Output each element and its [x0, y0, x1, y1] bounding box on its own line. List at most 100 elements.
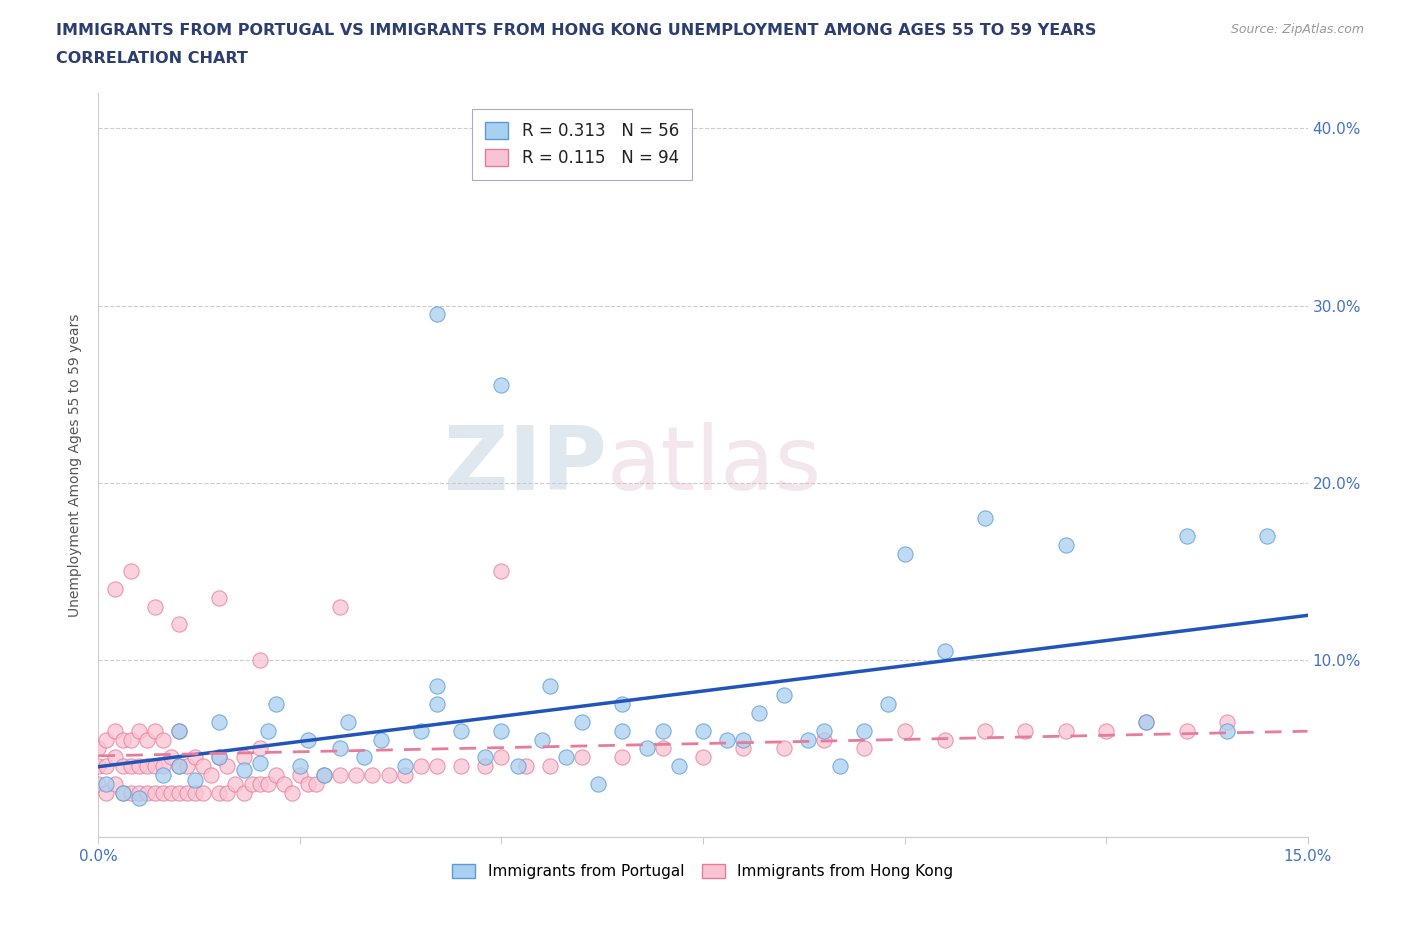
- Point: [491, 750, 513, 764]
- Point: [193, 759, 215, 774]
- Point: [103, 750, 125, 764]
- Point: [193, 785, 215, 800]
- Point: [612, 697, 634, 711]
- Point: [934, 732, 956, 747]
- Point: [491, 378, 513, 392]
- Point: [1095, 724, 1118, 738]
- Point: [1054, 538, 1077, 552]
- Point: [571, 750, 593, 764]
- Point: [87, 777, 110, 791]
- Point: [361, 767, 384, 782]
- Point: [716, 732, 738, 747]
- Point: [426, 679, 449, 694]
- Point: [337, 714, 360, 729]
- Y-axis label: Unemployment Among Ages 55 to 59 years: Unemployment Among Ages 55 to 59 years: [69, 313, 83, 617]
- Point: [87, 759, 110, 774]
- Point: [288, 759, 311, 774]
- Point: [96, 777, 118, 791]
- Point: [208, 785, 231, 800]
- Point: [208, 750, 231, 764]
- Point: [491, 724, 513, 738]
- Point: [232, 763, 254, 777]
- Text: CORRELATION CHART: CORRELATION CHART: [56, 51, 247, 66]
- Point: [111, 785, 134, 800]
- Point: [135, 759, 157, 774]
- Text: atlas: atlas: [606, 421, 821, 509]
- Point: [426, 307, 449, 322]
- Point: [1135, 714, 1157, 729]
- Point: [934, 644, 956, 658]
- Point: [249, 755, 271, 770]
- Point: [152, 785, 174, 800]
- Point: [208, 714, 231, 729]
- Point: [450, 759, 472, 774]
- Point: [772, 688, 794, 703]
- Point: [128, 785, 150, 800]
- Point: [314, 767, 336, 782]
- Point: [474, 750, 496, 764]
- Point: [651, 741, 673, 756]
- Point: [184, 773, 207, 788]
- Point: [120, 564, 142, 578]
- Point: [264, 697, 287, 711]
- Point: [160, 750, 183, 764]
- Point: [256, 777, 278, 791]
- Legend: Immigrants from Portugal, Immigrants from Hong Kong: Immigrants from Portugal, Immigrants fro…: [446, 857, 960, 885]
- Point: [377, 767, 399, 782]
- Point: [1175, 528, 1198, 543]
- Point: [1014, 724, 1036, 738]
- Point: [152, 759, 174, 774]
- Point: [87, 741, 110, 756]
- Point: [555, 750, 578, 764]
- Point: [329, 767, 352, 782]
- Point: [828, 759, 851, 774]
- Point: [491, 564, 513, 578]
- Point: [232, 785, 254, 800]
- Point: [1256, 528, 1278, 543]
- Point: [103, 777, 125, 791]
- Point: [256, 724, 278, 738]
- Point: [120, 759, 142, 774]
- Point: [571, 714, 593, 729]
- Point: [160, 785, 183, 800]
- Text: IMMIGRANTS FROM PORTUGAL VS IMMIGRANTS FROM HONG KONG UNEMPLOYMENT AMONG AGES 55: IMMIGRANTS FROM PORTUGAL VS IMMIGRANTS F…: [56, 23, 1097, 38]
- Point: [135, 732, 157, 747]
- Point: [893, 546, 915, 561]
- Point: [111, 785, 134, 800]
- Point: [748, 706, 770, 721]
- Point: [1216, 714, 1239, 729]
- Point: [167, 724, 190, 738]
- Point: [297, 732, 319, 747]
- Point: [329, 741, 352, 756]
- Point: [506, 759, 529, 774]
- Point: [167, 759, 190, 774]
- Point: [167, 785, 190, 800]
- Point: [409, 724, 432, 738]
- Point: [128, 790, 150, 805]
- Point: [128, 759, 150, 774]
- Point: [877, 697, 900, 711]
- Point: [184, 750, 207, 764]
- Point: [176, 759, 198, 774]
- Point: [426, 697, 449, 711]
- Point: [152, 767, 174, 782]
- Point: [249, 741, 271, 756]
- Point: [772, 741, 794, 756]
- Text: Source: ZipAtlas.com: Source: ZipAtlas.com: [1230, 23, 1364, 36]
- Point: [651, 724, 673, 738]
- Point: [273, 777, 295, 791]
- Point: [167, 724, 190, 738]
- Point: [217, 785, 239, 800]
- Point: [813, 732, 835, 747]
- Point: [120, 785, 142, 800]
- Point: [450, 724, 472, 738]
- Point: [152, 732, 174, 747]
- Point: [200, 767, 222, 782]
- Point: [249, 777, 271, 791]
- Point: [167, 617, 190, 631]
- Point: [217, 759, 239, 774]
- Point: [797, 732, 820, 747]
- Point: [394, 759, 416, 774]
- Point: [1175, 724, 1198, 738]
- Point: [733, 732, 755, 747]
